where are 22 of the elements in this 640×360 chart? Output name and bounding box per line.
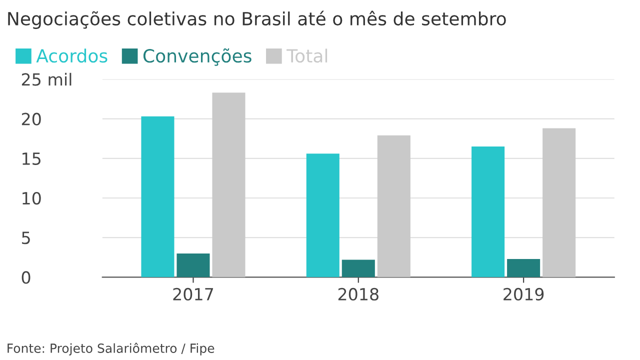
y-tick-label: 20 [22, 112, 41, 126]
bar [472, 146, 505, 278]
bar [306, 154, 340, 278]
bar [176, 253, 210, 278]
y-tick-label: 5 [22, 232, 30, 244]
x-tick-label: 2017 [173, 288, 214, 301]
bar [342, 260, 375, 278]
bar [507, 258, 540, 278]
bar [212, 92, 246, 278]
bar [141, 116, 174, 278]
y-tick-label: 25 mil [22, 72, 72, 86]
bar [542, 128, 576, 278]
source-note: Fonte: Projeto Salariômetro / Fipe [8, 342, 214, 356]
bar [377, 135, 410, 278]
legend-label: Convenções [143, 48, 252, 66]
y-tick-label: 15 [22, 152, 40, 165]
legend-label: Acordos [36, 48, 108, 63]
chart-title: Negociações coletivas no Brasil até o mês de setembro [8, 10, 506, 29]
x-tick-label: 2019 [504, 288, 544, 301]
y-tick-label: 0 [22, 271, 30, 284]
x-tick-label: 2018 [338, 288, 378, 301]
y-tick-label: 10 [22, 192, 41, 205]
